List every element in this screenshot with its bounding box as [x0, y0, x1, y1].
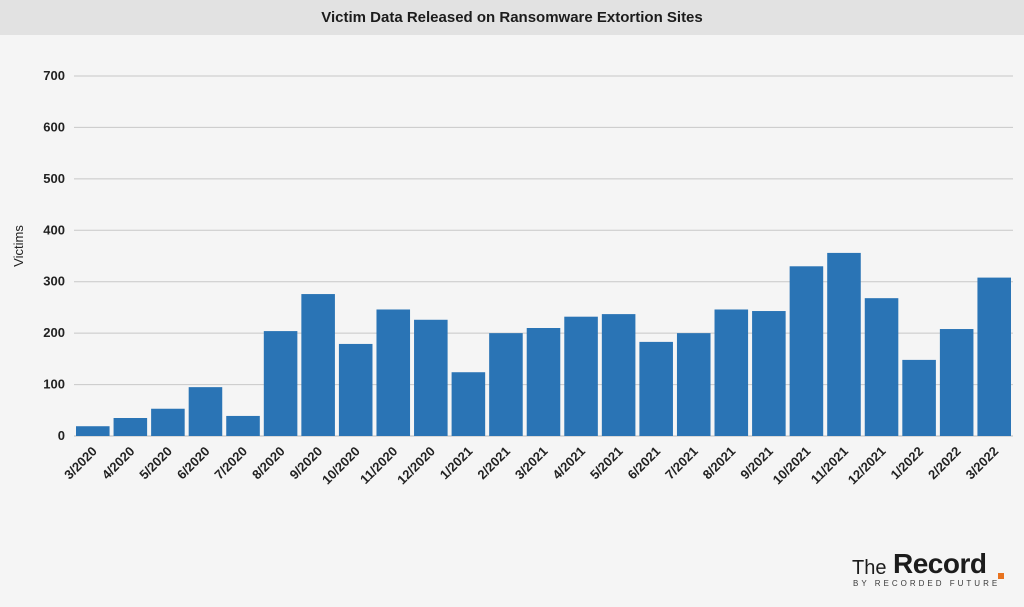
y-tick-label: 300 [43, 274, 65, 289]
y-tick-label: 500 [43, 171, 65, 186]
x-tick-label: 4/2020 [99, 444, 138, 483]
x-axis-ticks: 3/20204/20205/20206/20207/20208/20209/20… [61, 444, 1001, 488]
bar [113, 418, 148, 436]
x-tick-label: 2/2021 [474, 444, 513, 483]
x-tick-label: 5/2020 [136, 444, 175, 483]
bar [376, 309, 411, 436]
x-tick-label: 3/2022 [963, 444, 1002, 483]
x-tick-label: 8/2020 [249, 444, 288, 483]
y-tick-label: 400 [43, 222, 65, 237]
bar [451, 372, 486, 436]
bar [789, 266, 824, 436]
bar [864, 298, 899, 436]
x-tick-label: 7/2020 [211, 444, 250, 483]
bar [564, 316, 598, 436]
x-tick-label: 10/2020 [319, 444, 363, 488]
x-tick-label: 6/2021 [625, 444, 664, 483]
x-tick-label: 7/2021 [662, 444, 701, 483]
y-tick-label: 600 [43, 119, 65, 134]
y-axis-ticks: 0 100 200 300 400 500 600 700 [43, 68, 65, 443]
y-tick-label: 200 [43, 325, 65, 340]
bar [226, 415, 260, 436]
bar [76, 426, 110, 436]
x-tick-label: 2/2022 [925, 444, 964, 483]
x-tick-label: 1/2022 [887, 444, 926, 483]
bar [338, 343, 373, 436]
y-tick-label: 100 [43, 377, 65, 392]
x-tick-label: 1/2021 [437, 444, 476, 483]
bar [939, 329, 974, 436]
bar [827, 252, 861, 436]
bar [151, 408, 185, 436]
x-tick-label: 3/2021 [512, 444, 551, 483]
bar [902, 359, 936, 436]
y-tick-label: 0 [58, 428, 65, 443]
x-tick-label: 5/2021 [587, 444, 626, 483]
x-tick-label: 10/2021 [770, 444, 814, 488]
x-tick-label: 12/2021 [845, 444, 889, 488]
x-tick-label: 6/2020 [174, 444, 213, 483]
bar [977, 277, 1011, 436]
bar [526, 328, 561, 436]
bar [263, 331, 298, 436]
logo-record-text: Record [893, 548, 987, 579]
bar [639, 341, 673, 436]
the-record-logo: The Record BY RECORDED FUTURE [852, 548, 1012, 592]
bar [489, 333, 523, 436]
x-tick-label: 11/2021 [808, 444, 851, 487]
bar [188, 387, 223, 436]
bars [76, 252, 1011, 436]
x-tick-label: 4/2021 [549, 444, 588, 483]
bar [676, 333, 711, 436]
bar [752, 311, 786, 436]
x-tick-label: 3/2020 [61, 444, 100, 483]
x-tick-label: 8/2021 [700, 444, 739, 483]
logo-tagline: BY RECORDED FUTURE [853, 579, 1001, 588]
y-tick-label: 700 [43, 68, 65, 83]
bar [601, 314, 636, 436]
bar [414, 319, 448, 436]
bar [301, 294, 335, 436]
bar [714, 309, 749, 436]
y-axis-label: Victims [11, 225, 26, 267]
chart-title: Victim Data Released on Ransomware Extor… [0, 0, 1024, 35]
logo-dot [998, 573, 1004, 579]
logo-the-text: The [852, 557, 887, 579]
x-tick-label: 11/2020 [357, 444, 400, 487]
x-tick-label: 12/2020 [394, 444, 438, 488]
